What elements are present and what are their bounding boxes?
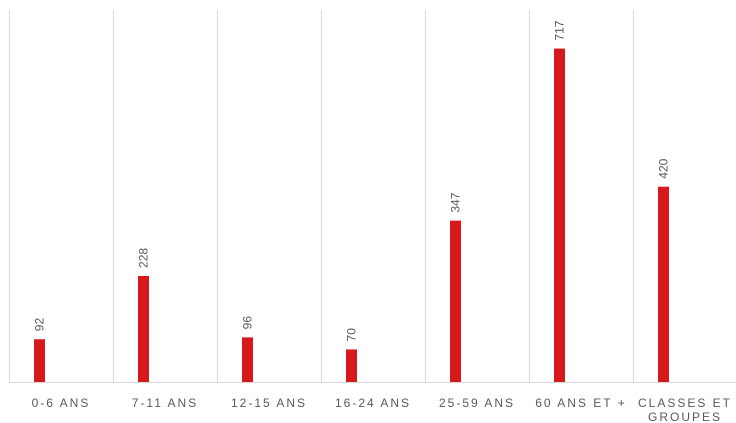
data-label-3: 70 <box>345 328 359 342</box>
bar-5 <box>554 48 565 382</box>
bar-0 <box>34 339 45 382</box>
x-tick-label-0: 0-6 ANS <box>32 396 91 410</box>
x-tick-label-3: 16-24 ANS <box>335 396 411 410</box>
bar-3 <box>346 349 357 382</box>
bar-2 <box>242 337 253 382</box>
x-tick-label-2: 12-15 ANS <box>231 396 307 410</box>
bar-6 <box>658 186 669 382</box>
x-axis-ticks: 0-6 ANS 7-11 ANS 12-15 ANS 16-24 ANS 25-59 A… <box>32 396 732 423</box>
data-label-2: 96 <box>241 316 255 330</box>
data-label-6: 420 <box>657 158 671 178</box>
data-label-0: 92 <box>33 318 47 332</box>
grid-layer <box>9 10 736 383</box>
bars-layer <box>34 48 669 382</box>
data-label-4: 347 <box>449 192 463 212</box>
x-tick-label-1: 7-11 ANS <box>132 396 198 410</box>
x-tick-label-5: 60 ANS ET + <box>535 396 627 410</box>
x-tick-label-6-line-1: GROUPES <box>648 410 722 423</box>
x-tick-label-4: 25-59 ANS <box>439 396 515 410</box>
data-label-1: 228 <box>137 248 151 268</box>
bar-1 <box>138 275 149 382</box>
bar-4 <box>450 220 461 382</box>
data-labels-layer: 92 228 96 70 347 717 420 <box>33 20 671 341</box>
data-label-5: 717 <box>553 20 567 40</box>
x-tick-label-6-line-0: CLASSES ET <box>638 396 732 410</box>
